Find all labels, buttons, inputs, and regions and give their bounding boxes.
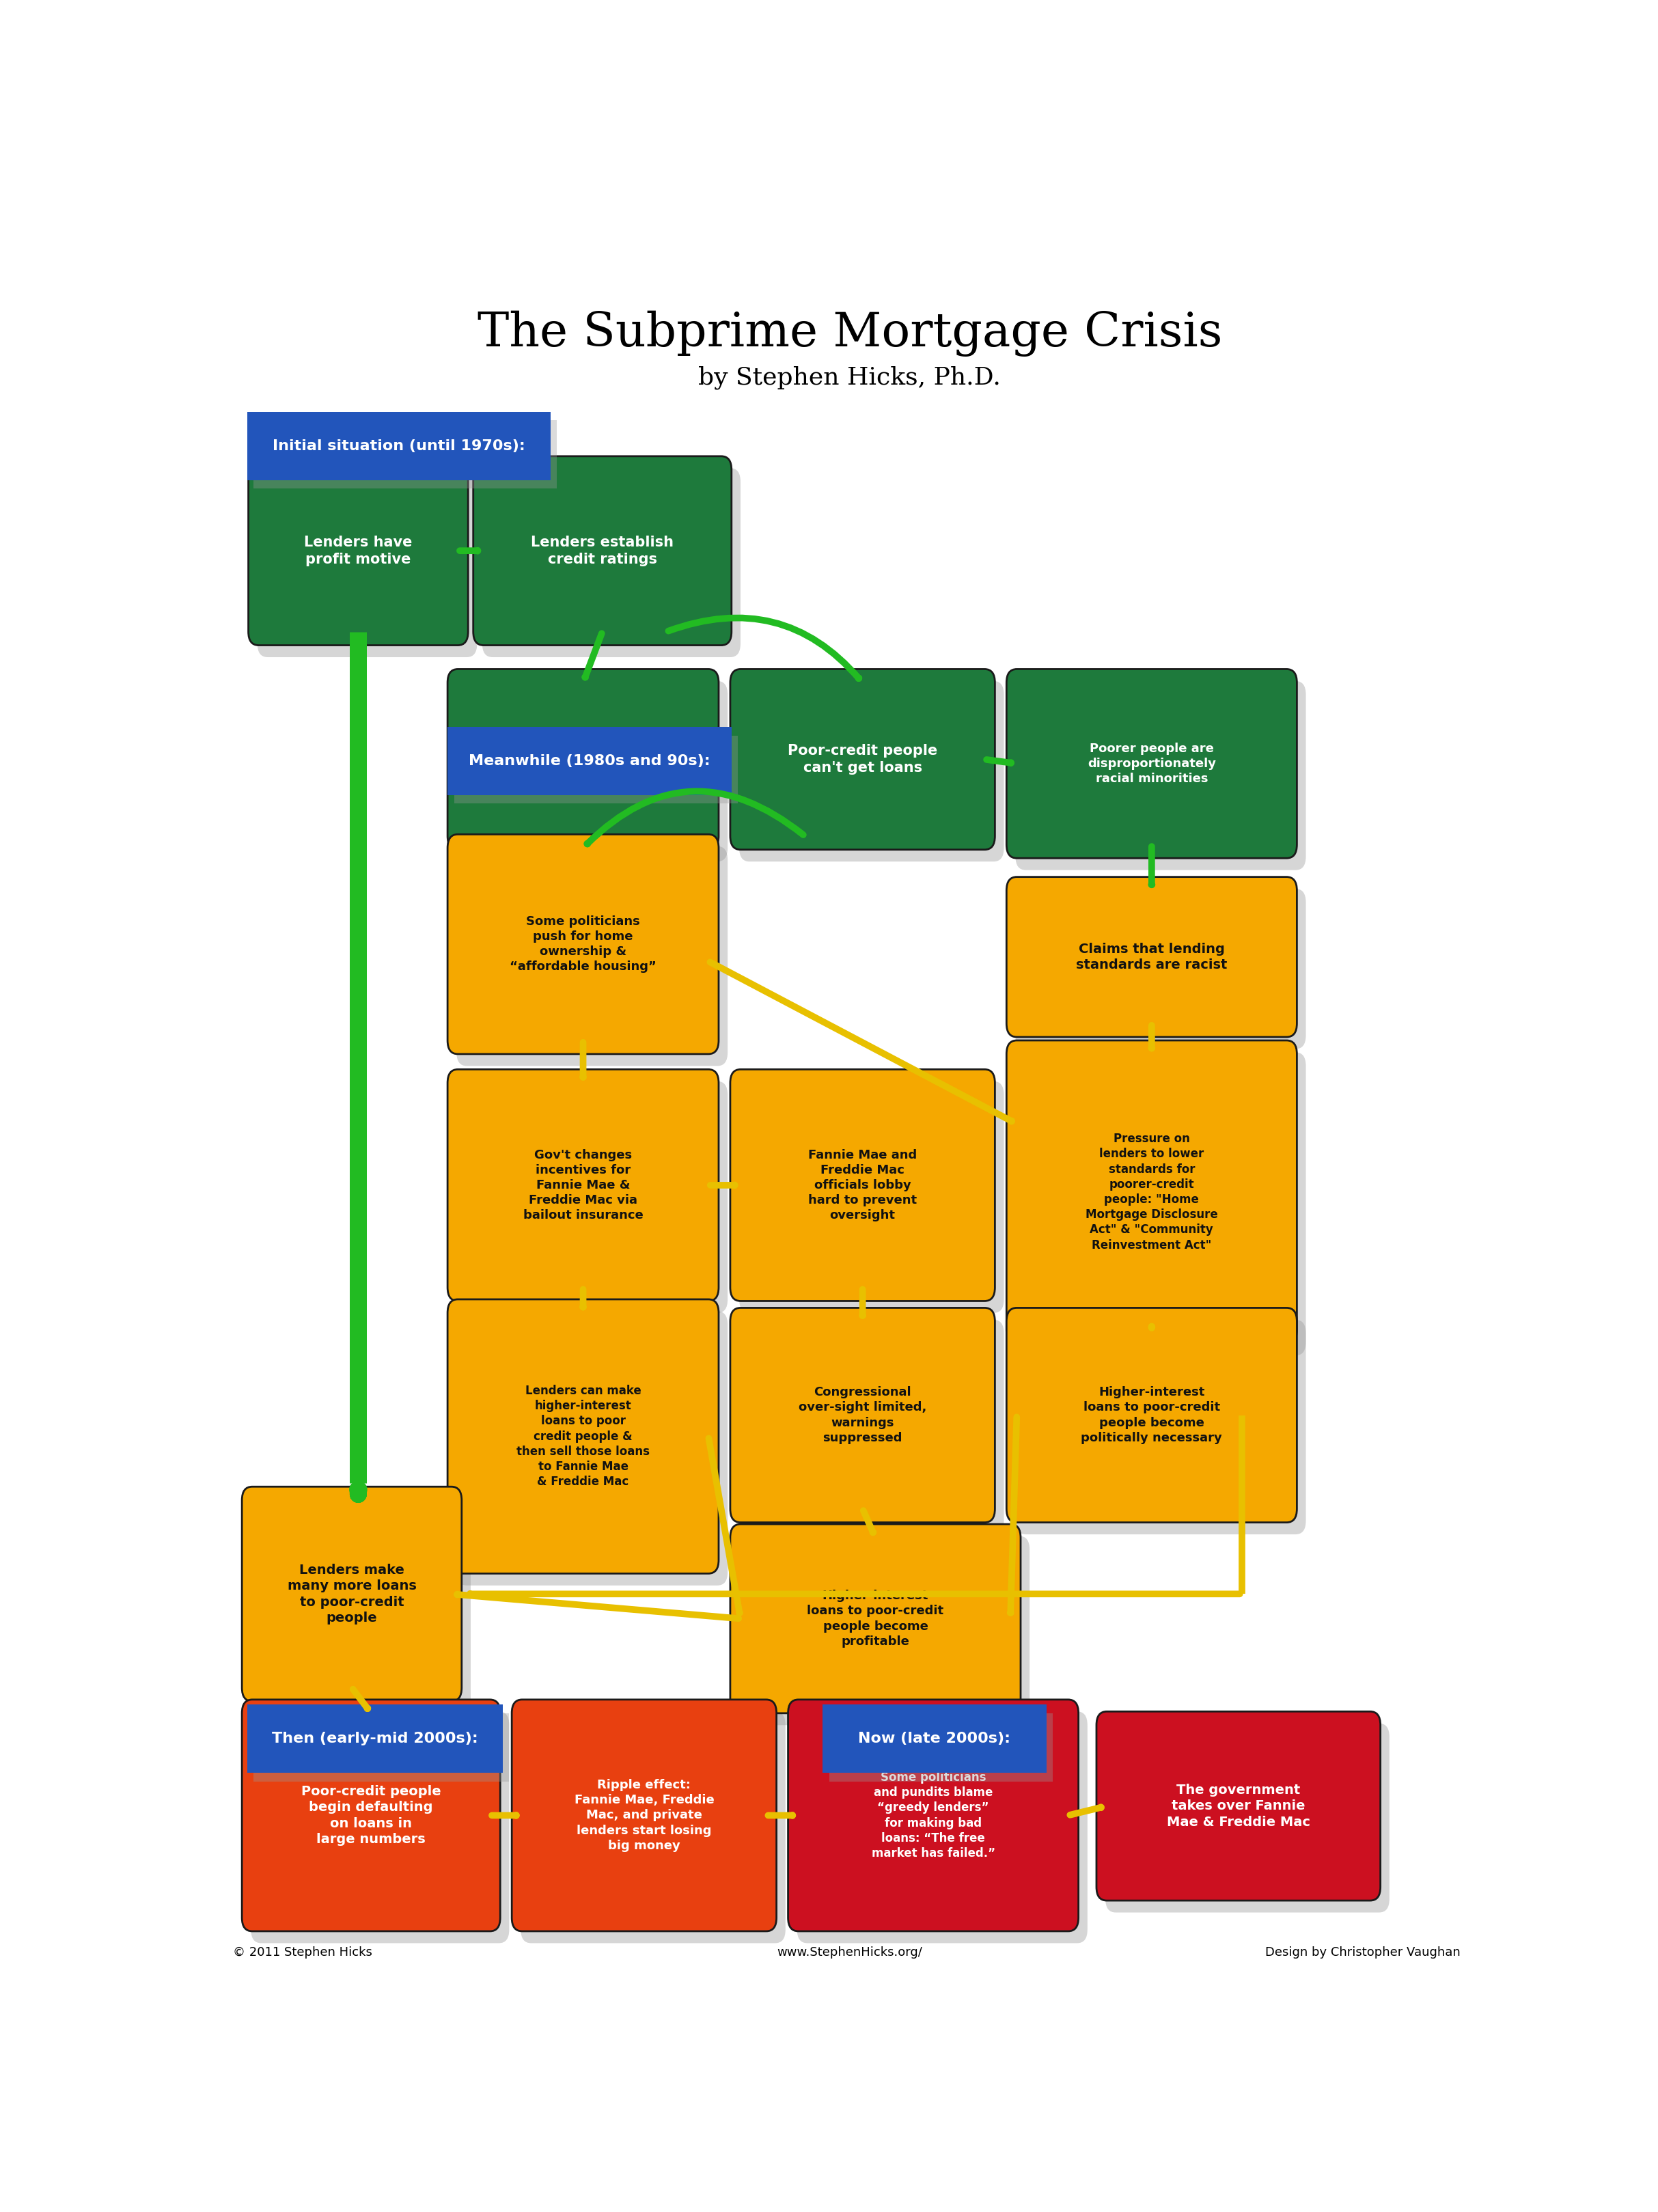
Text: Some politicians
and pundits blame
“greedy lenders”
for making bad
loans: “The f: Some politicians and pundits blame “gree… [872,1772,995,1860]
FancyBboxPatch shape [254,420,557,489]
Text: Poor-credit people
begin defaulting
on loans in
large numbers: Poor-credit people begin defaulting on l… [302,1785,441,1847]
FancyBboxPatch shape [482,469,741,657]
FancyBboxPatch shape [257,469,478,657]
FancyBboxPatch shape [454,737,738,803]
Text: Lenders have
profit motive: Lenders have profit motive [303,535,413,566]
FancyBboxPatch shape [448,1298,718,1573]
Text: Initial situation (until 1970s):: Initial situation (until 1970s): [272,440,526,453]
Text: Higher-interest
loans to poor-credit
people become
politically necessary: Higher-interest loans to poor-credit peo… [1081,1387,1222,1444]
FancyBboxPatch shape [1096,1712,1381,1900]
FancyBboxPatch shape [242,1486,461,1701]
FancyBboxPatch shape [448,834,718,1055]
Text: Some politicians
push for home
ownership &
“affordable housing”: Some politicians push for home ownership… [509,916,657,973]
FancyBboxPatch shape [822,1705,1046,1772]
FancyBboxPatch shape [250,1498,471,1712]
FancyBboxPatch shape [247,411,550,480]
FancyBboxPatch shape [739,681,1005,860]
Text: Ripple effect:
Fannie Mae, Freddie
Mac, and private
lenders start losing
big mon: Ripple effect: Fannie Mae, Freddie Mac, … [574,1778,715,1851]
FancyBboxPatch shape [1015,889,1307,1048]
FancyBboxPatch shape [1015,681,1307,869]
FancyBboxPatch shape [1015,1321,1307,1535]
Text: Claims that lending
standards are racist: Claims that lending standards are racist [1076,942,1227,971]
Text: Poor-credit people
can't get loans: Poor-credit people can't get loans [788,743,937,774]
Text: Now (late 2000s):: Now (late 2000s): [859,1732,1011,1745]
Text: © 2011 Stephen Hicks: © 2011 Stephen Hicks [232,1947,373,1958]
FancyBboxPatch shape [1006,1040,1297,1343]
FancyBboxPatch shape [829,1712,1053,1781]
FancyBboxPatch shape [1015,1053,1307,1356]
FancyBboxPatch shape [739,1082,1005,1314]
Text: The Subprime Mortgage Crisis: The Subprime Mortgage Crisis [478,310,1222,356]
Text: Then (early-mid 2000s):: Then (early-mid 2000s): [272,1732,478,1745]
FancyBboxPatch shape [730,1068,995,1301]
FancyBboxPatch shape [730,1524,1021,1712]
Text: Lenders make
many more loans
to poor-credit
people: Lenders make many more loans to poor-cre… [287,1564,416,1624]
Text: Meanwhile (1980s and 90s):: Meanwhile (1980s and 90s): [469,754,710,768]
Text: Gov't changes
incentives for
Fannie Mae &
Freddie Mac via
bailout insurance: Gov't changes incentives for Fannie Mae … [522,1148,643,1221]
Text: www.StephenHicks.org/: www.StephenHicks.org/ [778,1947,922,1958]
FancyBboxPatch shape [242,1699,501,1931]
Text: Congressional
over-sight limited,
warnings
suppressed: Congressional over-sight limited, warnin… [799,1387,927,1444]
Text: Design by Christopher Vaughan: Design by Christopher Vaughan [1265,1947,1461,1958]
FancyBboxPatch shape [512,1699,776,1931]
Text: by Stephen Hicks, Ph.D.: by Stephen Hicks, Ph.D. [698,365,1001,389]
FancyBboxPatch shape [448,728,731,794]
FancyBboxPatch shape [730,1307,995,1522]
FancyBboxPatch shape [730,668,995,849]
FancyBboxPatch shape [1106,1723,1389,1913]
FancyBboxPatch shape [254,1712,509,1781]
Text: Good-credit people
can get loans: Good-credit people can get loans [506,743,660,774]
Text: Pressure on
lenders to lower
standards for
poorer-credit
people: "Home
Mortgage : Pressure on lenders to lower standards f… [1086,1133,1219,1252]
FancyBboxPatch shape [797,1712,1088,1942]
FancyBboxPatch shape [473,456,731,646]
Text: Poorer people are
disproportionately
racial minorities: Poorer people are disproportionately rac… [1088,743,1215,785]
FancyBboxPatch shape [456,847,728,1066]
Text: Fannie Mae and
Freddie Mac
officials lobby
hard to prevent
oversight: Fannie Mae and Freddie Mac officials lob… [807,1148,917,1221]
FancyBboxPatch shape [456,1082,728,1314]
FancyBboxPatch shape [1006,668,1297,858]
Text: Higher-interest
loans to poor-credit
people become
profitable: Higher-interest loans to poor-credit peo… [807,1590,943,1648]
Text: Lenders establish
credit ratings: Lenders establish credit ratings [531,535,673,566]
FancyBboxPatch shape [456,681,728,860]
FancyBboxPatch shape [247,1705,502,1772]
FancyBboxPatch shape [456,1312,728,1586]
FancyBboxPatch shape [739,1535,1030,1725]
FancyBboxPatch shape [739,1321,1005,1535]
Text: The government
takes over Fannie
Mae & Freddie Mac: The government takes over Fannie Mae & F… [1167,1783,1310,1829]
FancyBboxPatch shape [521,1712,786,1942]
Text: Lenders can make
higher-interest
loans to poor
credit people &
then sell those l: Lenders can make higher-interest loans t… [517,1385,650,1489]
FancyBboxPatch shape [1006,1307,1297,1522]
FancyBboxPatch shape [249,456,468,646]
FancyBboxPatch shape [448,1068,718,1301]
FancyBboxPatch shape [1006,876,1297,1037]
FancyBboxPatch shape [250,1712,509,1942]
FancyBboxPatch shape [448,668,718,849]
FancyBboxPatch shape [788,1699,1078,1931]
